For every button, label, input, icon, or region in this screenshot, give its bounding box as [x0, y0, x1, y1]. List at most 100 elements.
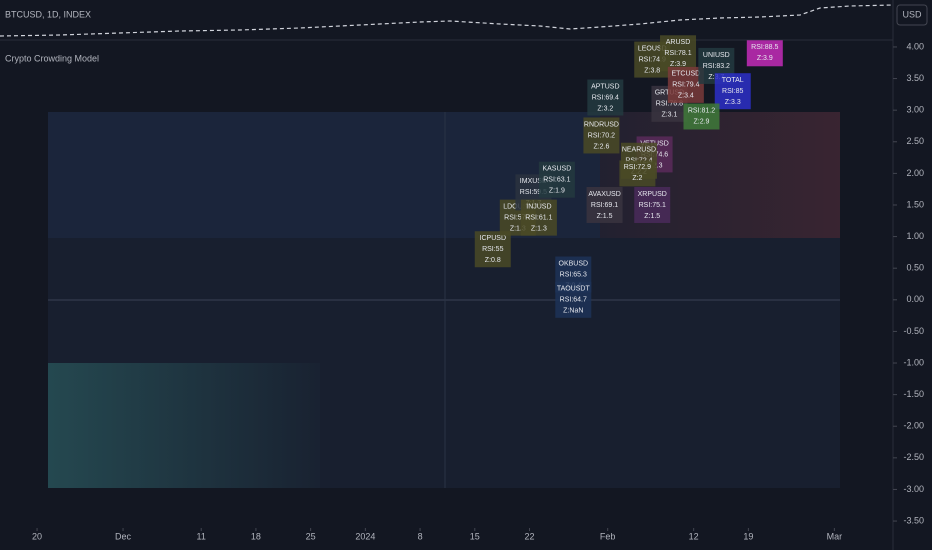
- point-rsi: RSI:79.4: [672, 82, 699, 89]
- point-name: ETCUSD: [671, 71, 700, 78]
- currency: USD: [902, 9, 922, 19]
- point-label: TAOUSDT RSI:64.7 Z:NaN: [555, 281, 592, 318]
- point-name: OKBUSD: [559, 260, 589, 267]
- y-tick-label: -3.50: [903, 515, 924, 525]
- x-tick-label: 11: [197, 531, 206, 541]
- point-z: Z:3.4: [678, 93, 694, 100]
- y-tick-label: -1.00: [903, 357, 924, 367]
- point-label: RSI:72.9 Z:2: [619, 160, 656, 187]
- point-box: [586, 186, 623, 223]
- point-label: ICPUSD RSI:55 Z:0.8: [474, 231, 511, 268]
- point-box: [683, 103, 720, 130]
- point-rsi: RSI:69.4: [592, 94, 619, 101]
- point-box: [660, 35, 697, 72]
- y-tick-label: 3.00: [906, 105, 924, 115]
- point-box: [520, 199, 557, 236]
- point-z: Z:3.9: [670, 61, 686, 68]
- x-tick-label: Dec: [115, 531, 132, 541]
- y-tick-label: 4.00: [906, 41, 924, 51]
- point-box: [555, 281, 592, 318]
- point-box: [667, 66, 704, 103]
- point-z: Z:1.5: [597, 213, 613, 220]
- x-tick-label: 20: [32, 531, 42, 541]
- x-tick-label: Feb: [600, 531, 616, 541]
- point-z: Z:1.3: [531, 225, 547, 232]
- y-tick-label: -1.50: [903, 389, 924, 399]
- point-rsi: RSI:78.1: [664, 50, 691, 57]
- indicator-title: Crypto Crowding Model: [5, 53, 99, 63]
- x-tick-label: 8: [418, 531, 423, 541]
- point-rsi: RSI:74.9: [639, 56, 666, 63]
- point-label: ARUSD RSI:78.1 Z:3.9: [660, 35, 697, 72]
- point-z: Z:3.9: [757, 55, 773, 62]
- point-name: NEARUSD: [622, 147, 656, 154]
- y-tick-label: 2.50: [906, 136, 924, 146]
- point-rsi: RSI:69.1: [591, 202, 618, 209]
- point-name: TAOUSDT: [557, 286, 591, 293]
- x-tick-label: Mar: [827, 531, 843, 541]
- point-label: KASUSD RSI:63.1 Z:1.9: [538, 161, 575, 198]
- y-tick-label: -3.00: [903, 484, 924, 494]
- x-tick-label: 25: [306, 531, 316, 541]
- point-name: ICPUSD: [480, 235, 506, 242]
- price-line: [0, 4, 894, 37]
- point-z: Z:NaN: [563, 308, 583, 315]
- point-z: Z:1.5: [644, 213, 660, 220]
- y-tick-label: -2.50: [903, 452, 924, 462]
- point-z: Z:3.2: [597, 105, 613, 112]
- point-z: Z:2: [632, 175, 642, 182]
- point-name: IMXUSD: [520, 178, 547, 185]
- point-label: ETCUSD RSI:79.4 Z:3.4: [667, 66, 704, 103]
- point-name: XRPUSD: [638, 191, 667, 198]
- point-rsi: RSI:57.8: [504, 214, 531, 221]
- point-name: LEOUSD: [638, 45, 667, 52]
- currency-box[interactable]: [896, 4, 928, 26]
- y-tick-label: -0.50: [903, 326, 924, 336]
- point-rsi: RSI:85: [722, 88, 744, 95]
- point-name: APTUSD: [591, 83, 619, 90]
- point-name: INJUSD: [526, 203, 551, 210]
- point-box: [619, 160, 656, 187]
- point-rsi: RSI:76.8: [656, 101, 683, 108]
- x-tick-label: 12: [689, 531, 699, 541]
- point-box: [587, 79, 624, 116]
- x-tick-label: 2024: [355, 531, 375, 541]
- y-tick-label: 3.50: [906, 73, 924, 83]
- y-tick-label: 0.00: [906, 294, 924, 304]
- point-name: UNIUSD: [703, 52, 730, 59]
- point-box: [474, 231, 511, 268]
- point-box: [583, 117, 620, 154]
- point-label: TOTAL RSI:85 Z:3.3: [714, 73, 751, 110]
- point-z: Z:1.3: [510, 225, 526, 232]
- point-rsi: RSI:59.5: [520, 189, 547, 196]
- point-rsi: RSI:70.2: [588, 132, 615, 139]
- point-rsi: RSI:65.3: [560, 271, 587, 278]
- point-box: [714, 73, 751, 110]
- point-box: [634, 186, 671, 223]
- point-rsi: RSI:83.2: [703, 63, 730, 70]
- point-label: RNDRUSD RSI:70.2 Z:2.6: [583, 117, 620, 154]
- x-tick-label: 15: [470, 531, 480, 541]
- y-tick-label: 1.50: [906, 199, 924, 209]
- point-z: Z:3.3: [725, 99, 741, 106]
- y-tick-label: 0.50: [906, 263, 924, 273]
- y-tick-label: 1.00: [906, 231, 924, 241]
- point-name: TOTAL: [722, 77, 744, 84]
- y-tick-label: 2.00: [906, 168, 924, 178]
- point-label: RSI:81.2 Z:2.9: [683, 103, 720, 130]
- point-z: Z:2.6: [593, 143, 609, 150]
- point-name: RNDRUSD: [584, 121, 619, 128]
- chart-title: BTCUSD, 1D, INDEX: [5, 9, 91, 19]
- point-name: ARUSD: [666, 39, 691, 46]
- point-z: Z:3.1: [661, 112, 677, 119]
- point-rsi: RSI:55: [482, 246, 504, 253]
- point-box: [746, 40, 783, 67]
- point-z: Z:2.9: [694, 118, 710, 125]
- point-z: Z:3.8: [644, 67, 660, 74]
- point-rsi: RSI:72.9: [624, 164, 651, 171]
- x-tick-label: 19: [743, 531, 753, 541]
- point-label: APTUSD RSI:69.4 Z:3.2: [587, 79, 624, 116]
- point-label: RSI:88.5 Z:3.9: [746, 40, 783, 67]
- point-z: Z:0.8: [485, 257, 501, 264]
